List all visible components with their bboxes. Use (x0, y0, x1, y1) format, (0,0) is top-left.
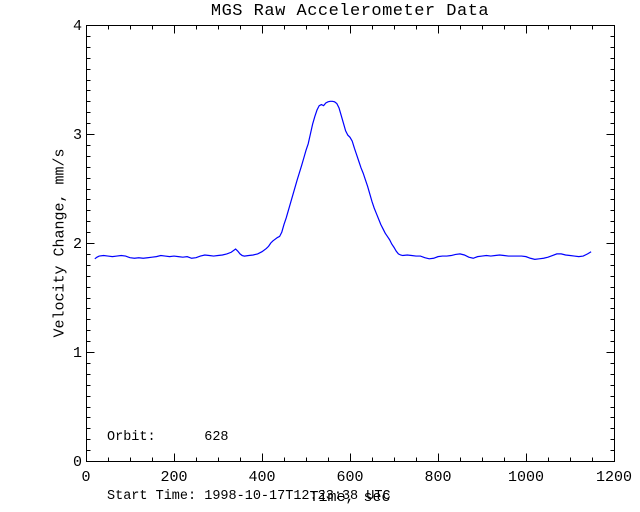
x-tick-label: 800 (424, 469, 451, 486)
x-tick-label: 200 (160, 469, 187, 486)
x-tick-label: 600 (336, 469, 363, 486)
y-tick-label: 2 (73, 236, 82, 253)
chart-title: MGS Raw Accelerometer Data (210, 2, 490, 21)
tick-labels: 0 200 400 600 800 1000 1200 0 1 2 3 4 (73, 18, 632, 486)
annotation-block: Orbit: 628 Start Time: 1998-10-17T12:23:… (107, 389, 391, 512)
y-tick-label: 1 (73, 345, 82, 362)
annotation-start-time: Start Time: 1998-10-17T12:23:38 UTC (107, 488, 391, 504)
x-axis-label: Time, sec (309, 489, 391, 506)
axes (86, 25, 615, 462)
x-tick-label: 400 (248, 469, 275, 486)
x-tick-label: 0 (81, 469, 90, 486)
x-tick-label: 1200 (596, 469, 632, 486)
annotation-orbit: Orbit: 628 (107, 430, 229, 445)
y-tick-label: 0 (73, 454, 82, 471)
x-tick-label: 1000 (508, 469, 544, 486)
y-tick-label: 3 (73, 127, 82, 144)
data-line-velocity-change (94, 100, 592, 260)
y-tick-label: 4 (73, 18, 82, 35)
y-axis-label: Velocity Change, mm/s (51, 148, 69, 338)
